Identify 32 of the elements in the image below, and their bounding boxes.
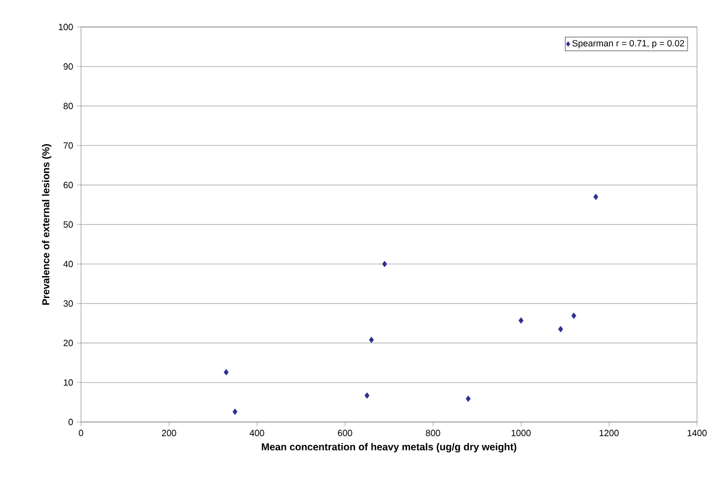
- x-tick-label: 1200: [600, 430, 619, 436]
- point: [232, 408, 238, 415]
- point: [466, 395, 471, 402]
- point: [368, 336, 374, 344]
- y-tick-label: 70: [64, 142, 73, 149]
- y-tick-label: 0: [68, 418, 73, 426]
- point: [571, 312, 576, 319]
- x-tick-label: 0: [78, 430, 84, 436]
- point: [558, 326, 564, 332]
- y-tick-label: 30: [64, 300, 73, 307]
- y-tick-label: 100: [58, 24, 73, 30]
- x-axis-title: Mean concentration of heavy metals (ug/g dry weight): [262, 443, 516, 452]
- y-tick-label: 80: [64, 102, 73, 110]
- x-tick-label: 600: [338, 430, 352, 436]
- y-tick-label: 20: [64, 340, 73, 346]
- point: [364, 392, 370, 399]
- point: [224, 369, 229, 376]
- x-tick-label: 1400: [688, 430, 707, 436]
- point: [518, 317, 524, 324]
- y-tick-label: 40: [63, 260, 73, 268]
- y-tick-label: 50: [64, 221, 73, 228]
- x-tick-label: 800: [426, 430, 440, 436]
- y-axis-title: Prevalence of external lesions (%): [42, 144, 52, 305]
- y-tick-label: 60: [64, 182, 73, 188]
- legend-label: Spearman r = 0.71, p = 0.02: [572, 40, 684, 48]
- point: [593, 194, 598, 200]
- y-tick-label: 90: [64, 63, 73, 70]
- y-tick-label: 10: [64, 379, 73, 386]
- point: [382, 260, 388, 268]
- x-tick-label: 1000: [512, 430, 531, 436]
- x-tick-label: 200: [162, 430, 176, 436]
- x-tick-label: 400: [250, 430, 264, 436]
